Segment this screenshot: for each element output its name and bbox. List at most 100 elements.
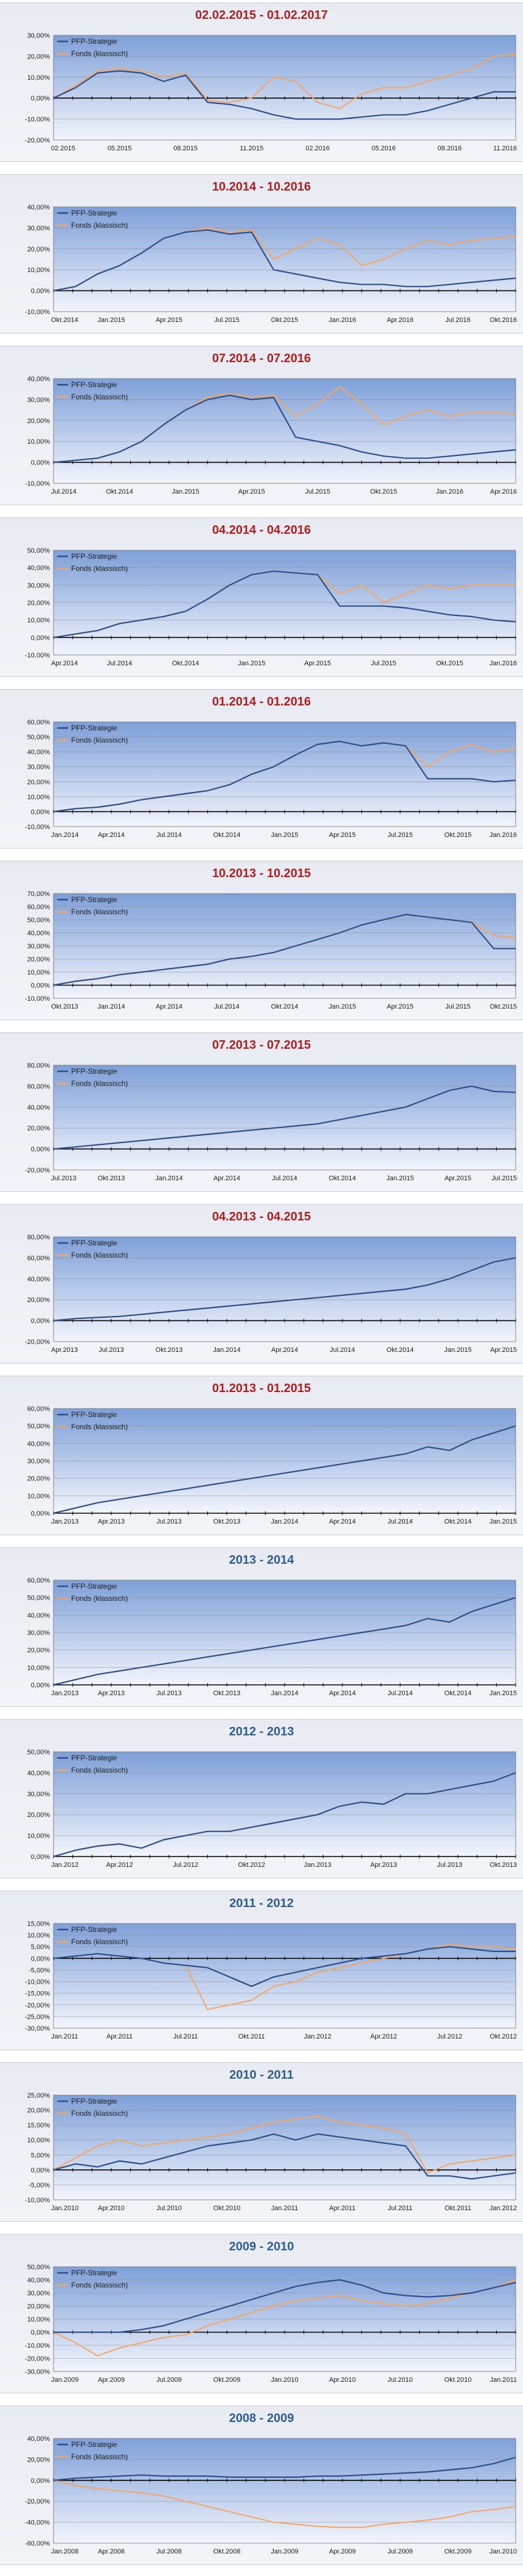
y-tick-label: 40,00%: [27, 1104, 50, 1111]
x-tick-label: Jan.2009: [51, 2376, 78, 2384]
x-tick-label: Apr.2015: [445, 1175, 471, 1182]
legend-label: Fonds (klassisch): [71, 2281, 128, 2289]
series-line-fund: [53, 54, 516, 110]
chart-panel: 2013 - 2014 0,00% 10,00% 20,00% 30,00% 40,00%…: [0, 1547, 523, 1707]
series-line-fund: [53, 2479, 516, 2529]
y-tick-label: 0,00%: [31, 1682, 50, 1689]
y-tick-label: -20,00%: [25, 2498, 50, 2505]
x-tick-label: Apr.2008: [98, 2548, 125, 2555]
legend-label: PFP-Strategie: [71, 1067, 117, 1076]
plot-area: [53, 721, 516, 827]
x-tick-label: Jan.2016: [490, 660, 517, 667]
x-tick-label: Apr.2013: [98, 1690, 125, 1697]
plot-area: [53, 1751, 516, 1857]
x-tick-label: 02.2016: [305, 145, 330, 152]
y-tick-label: 60,00%: [27, 1083, 50, 1090]
y-tick-label: 30,00%: [27, 764, 50, 771]
legend-label: Fonds (klassisch): [71, 2109, 128, 2118]
x-tick-label: Okt.2011: [238, 2033, 265, 2040]
x-tick-label: Jan.2014: [271, 1518, 298, 1525]
x-tick-label: 05.2015: [108, 145, 132, 152]
y-tick-label: 40,00%: [27, 2435, 50, 2443]
x-tick-label: 02.2015: [51, 145, 75, 152]
legend-label: PFP-Strategie: [71, 209, 117, 217]
y-tick-label: -10,00%: [25, 309, 50, 316]
x-tick-label: Jul.2009: [156, 2376, 182, 2384]
x-tick-label: Jan.2015: [97, 317, 125, 324]
chart-title: 2013 - 2014: [229, 1553, 294, 1567]
y-tick-label: 50,00%: [27, 917, 50, 924]
x-tick-label: 11.2016: [493, 145, 517, 152]
x-tick-label: Okt.2014: [387, 1346, 414, 1354]
chart-title: 01.2013 - 01.2015: [212, 1382, 311, 1395]
x-tick-label: Apr.2015: [387, 1003, 414, 1010]
x-tick-label: Jul.2015: [214, 317, 240, 324]
x-tick-label: Jan.2010: [490, 2548, 517, 2555]
x-tick-label: Apr.2010: [98, 2205, 125, 2212]
legend-label: Fonds (klassisch): [71, 1937, 128, 1946]
legend-label: PFP-Strategie: [71, 1582, 117, 1591]
y-tick-label: 50,00%: [27, 1423, 50, 1430]
series-line-strategy: [53, 229, 516, 292]
x-tick-label: Jan.2008: [51, 2548, 78, 2555]
y-tick-label: -5,00%: [29, 1967, 50, 1974]
legend-label: PFP-Strategie: [71, 2440, 117, 2449]
x-tick-label: Apr.2013: [51, 1346, 78, 1354]
chart-title: 10.2014 - 10.2016: [212, 180, 311, 194]
legend-label: PFP-Strategie: [71, 895, 117, 904]
x-tick-label: Okt.2013: [156, 1346, 183, 1354]
x-tick-label: Apr.2014: [329, 1518, 356, 1525]
x-tick-label: Jan.2012: [51, 1861, 78, 1869]
x-tick-label: Okt.2013: [213, 1690, 241, 1697]
y-tick-label: -20,00%: [25, 1339, 50, 1346]
x-tick-label: Jul.2014: [387, 1518, 413, 1525]
x-tick-label: Jan.2015: [172, 488, 199, 495]
y-tick-label: 10,00%: [27, 617, 50, 625]
x-tick-label: Jul.2014: [272, 1175, 297, 1182]
line-chart: -10,00% -5,00% 0,00% 5,00% 10,00% 15,00% 20,00…: [25, 2092, 517, 2212]
line-chart: -10,00% 0,00% 10,00% 20,00% 30,00% 40,00% 50,0…: [25, 547, 517, 667]
chart-panel: 01.2013 - 01.2015 0,00% 10,00% 20,00% 30,00%…: [0, 1376, 523, 1535]
y-tick-label: -10,00%: [25, 824, 50, 831]
x-tick-label: Jan.2010: [51, 2205, 78, 2212]
x-tick-label: Apr.2014: [329, 1690, 356, 1697]
legend-label: Fonds (klassisch): [71, 1251, 128, 1259]
x-tick-label: Jul.2010: [156, 2205, 182, 2212]
x-tick-label: Jan.2011: [271, 2205, 298, 2212]
line-chart: 0,00% 10,00% 20,00% 30,00% 40,00% 50,00% 60,00…: [27, 1405, 517, 1525]
x-tick-label: Jan.2012: [490, 2205, 517, 2212]
y-tick-label: 30,00%: [27, 225, 50, 232]
chart-title: 2009 - 2010: [229, 2240, 294, 2253]
y-tick-label: 20,00%: [27, 1811, 50, 1819]
y-tick-label: -30,00%: [25, 2368, 50, 2376]
series-line-strategy: [53, 2456, 516, 2481]
x-tick-label: Apr.2011: [329, 2205, 355, 2212]
y-tick-label: 40,00%: [27, 930, 50, 937]
x-tick-label: Okt.2010: [445, 2376, 472, 2384]
y-tick-label: -10,00%: [25, 1979, 50, 1986]
legend-label: Fonds (klassisch): [71, 221, 128, 229]
series-line-fund: [53, 2115, 516, 2174]
chart-title: 02.02.2015 - 01.02.2017: [195, 9, 328, 22]
y-tick-label: 20,00%: [27, 1647, 50, 1654]
y-tick-label: 10,00%: [27, 74, 50, 82]
chart-panel: 07.2014 - 07.2016 -10,00% 0,00% 10,00% 20,00…: [0, 346, 523, 505]
plot-area: [53, 2095, 516, 2200]
y-tick-label: 30,00%: [27, 943, 50, 950]
x-tick-label: Jan.2014: [155, 1175, 182, 1182]
x-tick-label: Okt.2008: [213, 2548, 241, 2555]
x-tick-label: Apr.2015: [238, 488, 265, 495]
line-chart: -20,00% 0,00% 20,00% 40,00% 60,00% 80,00% Apr.…: [25, 1234, 517, 1354]
y-tick-label: -20,00%: [25, 2356, 50, 2363]
legend-label: Fonds (klassisch): [71, 49, 128, 58]
x-tick-label: Okt.2016: [490, 317, 517, 324]
x-tick-label: Okt.2015: [445, 831, 472, 839]
y-tick-label: 0,00%: [31, 1853, 50, 1861]
x-tick-label: Okt.2014: [271, 1003, 299, 1010]
line-chart: -20,00% -10,00% 0,00% 10,00% 20,00% 30,00% 02.…: [25, 32, 517, 152]
legend-label: Fonds (klassisch): [71, 736, 128, 744]
x-tick-label: Okt.2013: [490, 1861, 517, 1869]
y-tick-label: 20,00%: [27, 246, 50, 253]
x-tick-label: Apr.2009: [98, 2376, 125, 2384]
